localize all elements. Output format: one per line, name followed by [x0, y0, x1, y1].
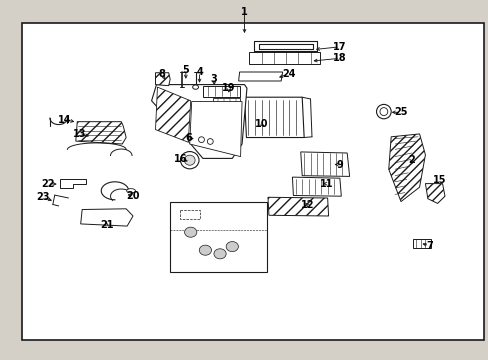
Text: 4: 4 [196, 67, 203, 77]
Text: 5: 5 [182, 65, 189, 75]
Text: 11: 11 [319, 179, 333, 189]
Text: 9: 9 [336, 159, 343, 170]
Ellipse shape [126, 189, 135, 193]
Polygon shape [412, 239, 430, 248]
Polygon shape [189, 102, 242, 157]
Text: 16: 16 [174, 154, 187, 164]
Polygon shape [249, 52, 320, 64]
Ellipse shape [214, 249, 226, 259]
Text: 18: 18 [332, 53, 346, 63]
Text: 14: 14 [58, 114, 71, 125]
Ellipse shape [192, 85, 198, 89]
Polygon shape [155, 87, 190, 142]
Polygon shape [155, 73, 170, 86]
Ellipse shape [198, 137, 204, 143]
Polygon shape [203, 86, 239, 97]
Text: 23: 23 [36, 192, 50, 202]
Polygon shape [244, 97, 304, 138]
Text: 25: 25 [393, 107, 407, 117]
Ellipse shape [225, 242, 238, 252]
Polygon shape [180, 210, 199, 219]
Text: 20: 20 [126, 191, 140, 201]
Ellipse shape [207, 139, 213, 144]
Polygon shape [292, 177, 341, 196]
Text: 1: 1 [241, 6, 247, 17]
Text: 10: 10 [254, 119, 268, 129]
Polygon shape [76, 122, 126, 144]
Text: 3: 3 [210, 74, 217, 84]
Polygon shape [60, 179, 85, 188]
Polygon shape [212, 98, 239, 108]
Text: 22: 22 [41, 179, 55, 189]
Polygon shape [81, 209, 133, 226]
Ellipse shape [180, 152, 199, 169]
Text: 7: 7 [425, 240, 432, 251]
Text: 13: 13 [72, 129, 86, 139]
Text: 17: 17 [332, 42, 346, 52]
Ellipse shape [379, 108, 387, 116]
Polygon shape [388, 134, 425, 202]
Polygon shape [151, 85, 246, 158]
Bar [22, 23, 483, 340]
Polygon shape [170, 202, 266, 272]
Ellipse shape [199, 245, 211, 255]
Polygon shape [267, 197, 328, 216]
Text: 21: 21 [100, 220, 113, 230]
Text: 8: 8 [158, 69, 164, 79]
Polygon shape [300, 152, 349, 176]
Ellipse shape [184, 155, 195, 165]
Text: 15: 15 [432, 175, 446, 185]
Ellipse shape [184, 227, 196, 237]
Text: 6: 6 [184, 132, 191, 143]
Text: 19: 19 [222, 83, 235, 93]
Polygon shape [238, 72, 282, 81]
Polygon shape [425, 184, 444, 203]
Ellipse shape [376, 104, 390, 119]
Text: 2: 2 [407, 155, 414, 165]
Text: 24: 24 [281, 69, 295, 79]
Text: 12: 12 [301, 200, 314, 210]
